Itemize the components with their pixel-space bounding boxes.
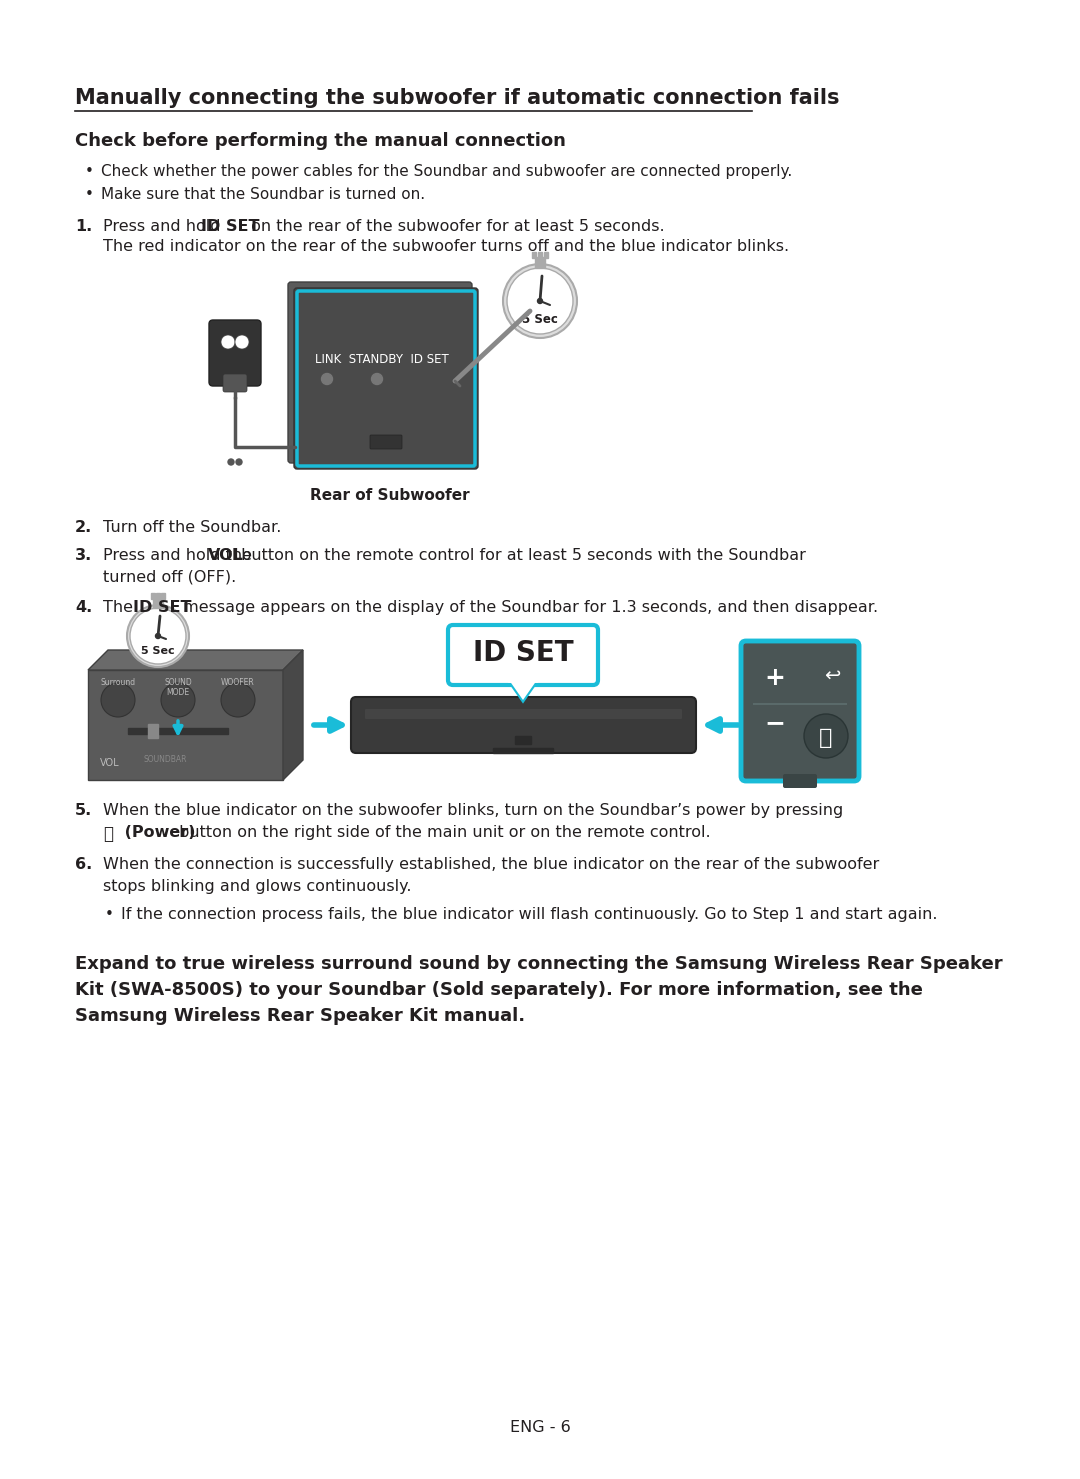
Text: •: • [85,186,94,203]
Text: +: + [764,666,785,691]
Bar [515,737,531,744]
Bar [492,748,553,753]
Text: 6.: 6. [75,856,92,873]
Circle shape [538,299,542,303]
Text: •: • [105,907,113,921]
Text: VOL: VOL [100,759,120,768]
Text: ENG - 6: ENG - 6 [510,1420,570,1435]
FancyBboxPatch shape [448,626,598,685]
Text: Expand to true wireless surround sound by connecting the Samsung Wireless Rear S: Expand to true wireless surround sound b… [75,955,1002,973]
Circle shape [228,458,234,464]
Text: stops blinking and glows continuously.: stops blinking and glows continuously. [103,879,411,893]
FancyBboxPatch shape [370,435,402,450]
Bar [156,593,160,599]
Text: 5 Sec: 5 Sec [522,314,558,325]
FancyBboxPatch shape [741,640,859,781]
Text: −: − [764,711,785,735]
Bar [544,251,548,257]
Polygon shape [509,680,537,700]
FancyBboxPatch shape [222,374,247,392]
Bar [129,728,228,734]
Circle shape [127,605,189,667]
Text: 4.: 4. [75,600,92,615]
Text: Check whether the power cables for the Soundbar and subwoofer are connected prop: Check whether the power cables for the S… [102,164,793,179]
Text: on the rear of the subwoofer for at least 5 seconds.: on the rear of the subwoofer for at leas… [246,219,664,234]
Text: 5.: 5. [75,803,92,818]
Polygon shape [283,649,303,779]
Text: SOUNDBAR: SOUNDBAR [143,754,187,765]
FancyBboxPatch shape [783,774,816,788]
Bar [535,257,545,268]
Text: message appears on the display of the Soundbar for 1.3 seconds, and then disappe: message appears on the display of the So… [178,600,878,615]
Text: ID SET: ID SET [473,639,573,667]
Circle shape [161,683,195,717]
Text: Manually connecting the subwoofer if automatic connection fails: Manually connecting the subwoofer if aut… [75,87,839,108]
FancyBboxPatch shape [288,282,472,463]
FancyBboxPatch shape [365,708,681,719]
Text: LINK  STANDBY  ID SET: LINK STANDBY ID SET [315,353,449,365]
Text: ID SET: ID SET [133,600,191,615]
Circle shape [507,268,573,334]
FancyBboxPatch shape [351,697,696,753]
Circle shape [503,263,577,339]
Circle shape [322,374,333,385]
Circle shape [221,336,235,349]
Polygon shape [87,670,283,779]
Text: ID SET: ID SET [201,219,259,234]
Text: When the blue indicator on the subwoofer blinks, turn on the Soundbar’s power by: When the blue indicator on the subwoofer… [103,803,843,818]
Text: If the connection process fails, the blue indicator will flash continuously. Go : If the connection process fails, the blu… [121,907,937,921]
Text: 1.: 1. [75,219,92,234]
Polygon shape [87,649,303,670]
Text: The red indicator on the rear of the subwoofer turns off and the blue indicator : The red indicator on the rear of the sub… [103,240,789,254]
Circle shape [102,683,135,717]
Bar [161,593,165,599]
Text: ⏻: ⏻ [820,728,833,748]
Text: •: • [85,164,94,179]
FancyBboxPatch shape [294,288,478,469]
Circle shape [130,608,186,664]
Circle shape [156,633,161,639]
Text: WOOFER: WOOFER [221,677,255,688]
Bar [153,598,163,608]
Text: Rear of Subwoofer: Rear of Subwoofer [310,488,470,503]
Text: When the connection is successfully established, the blue indicator on the rear : When the connection is successfully esta… [103,856,879,873]
Bar [148,725,158,738]
Text: Make sure that the Soundbar is turned on.: Make sure that the Soundbar is turned on… [102,186,426,203]
Text: Kit (SWA-8500S) to your Soundbar (Sold separately). For more information, see th: Kit (SWA-8500S) to your Soundbar (Sold s… [75,981,923,998]
Circle shape [804,714,848,759]
Text: Surround: Surround [100,677,136,688]
Text: VOL: VOL [208,549,244,563]
Text: ⏻: ⏻ [103,825,113,843]
Text: ↩: ↩ [824,666,840,685]
Text: Samsung Wireless Rear Speaker Kit manual.: Samsung Wireless Rear Speaker Kit manual… [75,1007,525,1025]
Text: The: The [103,600,138,615]
Text: SOUND
MODE: SOUND MODE [164,677,192,698]
Text: 3.: 3. [75,549,92,563]
Text: button on the remote control for at least 5 seconds with the Soundbar: button on the remote control for at leas… [237,549,806,563]
Circle shape [221,683,255,717]
FancyBboxPatch shape [210,319,261,386]
Bar [532,251,536,257]
Polygon shape [509,680,537,700]
Bar [538,251,542,257]
Text: (Power): (Power) [119,825,195,840]
Text: Press and hold the: Press and hold the [103,549,257,563]
Text: Press and hold: Press and hold [103,219,226,234]
Circle shape [372,374,382,385]
Text: button on the right side of the main unit or on the remote control.: button on the right side of the main uni… [174,825,711,840]
Text: turned off (OFF).: turned off (OFF). [103,569,237,586]
Text: Check before performing the manual connection: Check before performing the manual conne… [75,132,566,149]
Circle shape [237,458,242,464]
Text: 2.: 2. [75,521,92,535]
Text: Turn off the Soundbar.: Turn off the Soundbar. [103,521,282,535]
Text: 5 Sec: 5 Sec [141,646,175,657]
Bar [151,593,156,599]
Circle shape [235,336,249,349]
